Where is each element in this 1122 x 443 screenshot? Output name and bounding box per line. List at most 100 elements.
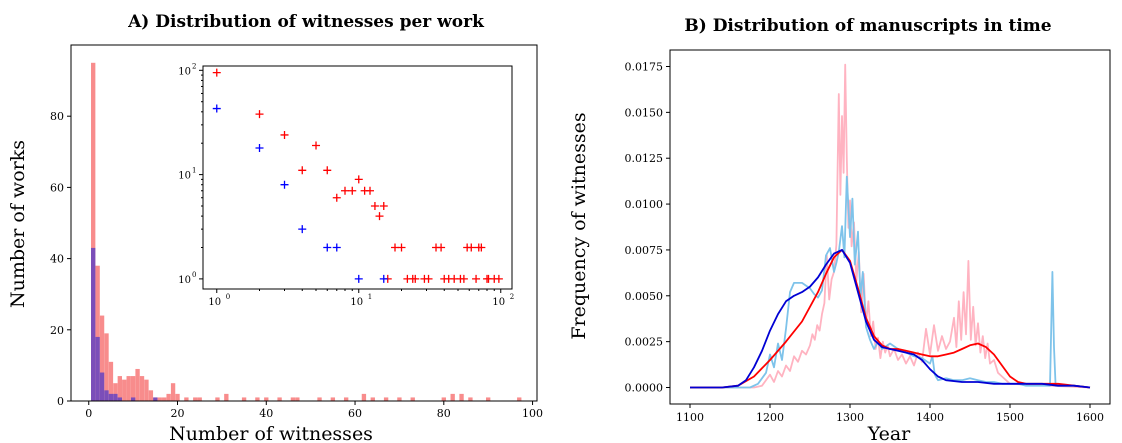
- y-tick-label-0.0125: 0.0125: [625, 152, 664, 165]
- bar-series0-x29: [215, 397, 220, 401]
- inset-marker-series0: [323, 166, 332, 175]
- bar-series0-x19: [170, 383, 176, 401]
- bar-series0-x52: [317, 397, 322, 401]
- bar-series0-x31: [224, 393, 229, 401]
- inset-x-tick-exponent: 1: [368, 293, 372, 301]
- bar-series0-x38: [255, 397, 260, 401]
- inset-marker-series0: [424, 274, 433, 283]
- bar-series0-x67: [383, 397, 389, 401]
- inset-x-tick-label: 10: [208, 297, 221, 308]
- bar-series0-x2: [95, 265, 100, 401]
- bar-series0-x35: [241, 397, 247, 401]
- y-tick-label-0.0075: 0.0075: [625, 244, 664, 257]
- inset-marker-series0: [411, 274, 420, 283]
- bar-series0-x17: [162, 397, 167, 401]
- inset-y-tick-label: 10: [178, 275, 191, 286]
- inset-marker-series1: [323, 243, 332, 252]
- inset-x-tick-exponent: 2: [510, 293, 514, 301]
- x-tick-label-1300: 1300: [836, 411, 864, 424]
- bar-series0-x11: [135, 368, 140, 401]
- inset-x-tick-label: 10: [350, 297, 363, 308]
- bar-series0-x70: [397, 397, 402, 401]
- inset-y-tick-label: 10: [178, 66, 191, 77]
- line-series-2: [690, 248, 1091, 389]
- x-tick-label-1200: 1200: [756, 411, 784, 424]
- inset-marker-series0: [312, 141, 321, 150]
- inset-marker-series1: [332, 243, 341, 252]
- bar-series0-x82: [450, 393, 455, 401]
- inset-y-tick-label: 10: [178, 171, 191, 182]
- inset-marker-series0: [477, 243, 486, 252]
- y-tick-label-0.0000: 0.0000: [625, 381, 664, 394]
- bar-series0-x47: [295, 397, 300, 401]
- x-tick-label-1500: 1500: [996, 411, 1024, 424]
- inset-marker-series1: [212, 104, 221, 113]
- inset-y-tick-exponent: 2: [192, 62, 196, 70]
- chart-b-plot: 1100 1200 1300 1400 1500 1600 0.0000 0.0025 0.00…: [625, 49, 1111, 424]
- x-tick-label-1600: 1600: [1076, 411, 1104, 424]
- y-tick-label-0.0150: 0.0150: [625, 106, 664, 119]
- inset-marker-series0: [340, 186, 349, 195]
- y-tick-label-0.0050: 0.0050: [625, 290, 664, 303]
- chart-a-frame: [70, 44, 538, 402]
- inset-marker-series0: [280, 130, 289, 139]
- bar-series1-x6: [113, 393, 118, 401]
- bar-series0-x9: [126, 376, 131, 401]
- line-series-0: [690, 63, 1091, 389]
- bar-series1-x1: [91, 247, 96, 401]
- inset-marker-series1: [255, 143, 264, 152]
- inset-marker-series0: [459, 274, 468, 283]
- y-tick-label-0.0100: 0.0100: [625, 198, 664, 211]
- bar-series0-x8: [122, 379, 127, 401]
- bar-series0-x12: [139, 376, 145, 401]
- x-tick-label-0: 0: [85, 407, 92, 420]
- bar-series1-x4: [104, 390, 109, 401]
- bar-series0-x64: [370, 397, 375, 401]
- x-tick-label-20: 20: [171, 407, 185, 420]
- chart-a-title: A) Distribution of witnesses per work: [127, 12, 485, 32]
- inset-y-tick-exponent: 0: [192, 271, 196, 279]
- inset-marker-series1: [354, 274, 363, 283]
- inset-marker-series0: [437, 243, 446, 252]
- inset-marker-series0: [467, 243, 476, 252]
- inset-marker-series1: [379, 274, 388, 283]
- inset-marker-series0: [298, 166, 307, 175]
- inset-marker-series0: [332, 193, 341, 202]
- bar-series1-x7: [117, 397, 122, 401]
- bar-series0-x73: [410, 397, 415, 401]
- inset-marker-series0: [370, 201, 379, 210]
- bar-series0-x84: [459, 393, 464, 401]
- chart-b-title: B) Distribution of manuscripts in time: [684, 16, 1051, 36]
- bar-series0-x4: [104, 333, 109, 401]
- bar-series0-x6: [113, 383, 118, 401]
- inset-marker-series0: [494, 274, 503, 283]
- inset-y-tick-exponent: 1: [192, 167, 196, 175]
- bar-series0-x62: [361, 393, 367, 401]
- x-tick-label-1100: 1100: [676, 411, 704, 424]
- bar-series0-x58: [343, 397, 349, 401]
- inset-marker-series0: [379, 201, 388, 210]
- inset-marker-series0: [354, 175, 363, 184]
- bar-series1-x15: [153, 397, 158, 401]
- inset-marker-series1: [298, 225, 307, 234]
- bar-series0-x25: [197, 397, 202, 401]
- chart-b-ylabel: Frequency of witnesses: [568, 112, 590, 339]
- bar-series0-x22: [184, 397, 189, 401]
- bar-series0-x5: [108, 361, 114, 401]
- chart-a-inset-plot: 10 010 010 110 110 210 2: [178, 62, 514, 308]
- bar-series0-x55: [330, 397, 336, 401]
- bar-series0-x10: [130, 376, 136, 401]
- bar-series0-x16: [157, 397, 162, 401]
- inset-marker-series0: [375, 212, 384, 221]
- x-tick-label-100: 100: [522, 407, 543, 420]
- x-tick-label-80: 80: [437, 407, 451, 420]
- inset-marker-series0: [348, 186, 357, 195]
- inset-marker-series0: [212, 68, 221, 77]
- inset-x-tick-exponent: 0: [226, 293, 230, 301]
- x-tick-label-1400: 1400: [916, 411, 944, 424]
- bar-series0-x7: [117, 376, 122, 401]
- bar-series0-x20: [175, 393, 180, 401]
- inset-x-tick-label: 10: [492, 297, 505, 308]
